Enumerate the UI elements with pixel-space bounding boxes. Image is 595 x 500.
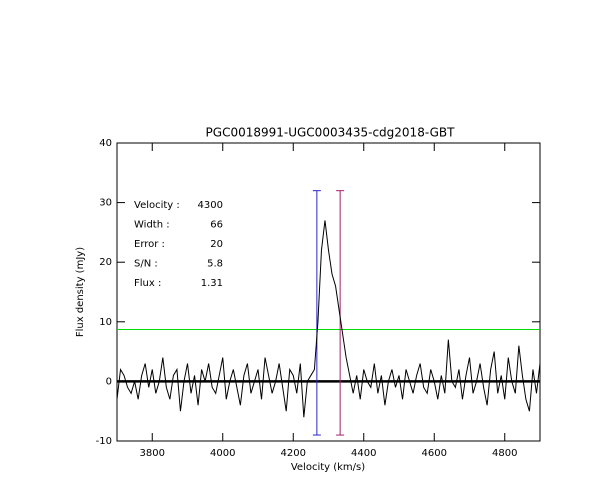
chart-title: PGC0018991-UGC0003435-cdg2018-GBT [206, 126, 456, 140]
y-tick-label: 40 [99, 138, 112, 149]
x-tick-label: 4600 [422, 448, 447, 459]
x-axis-label: Velocity (km/s) [291, 462, 365, 473]
plot-frame [116, 142, 541, 442]
x-tick-label: 3800 [140, 448, 165, 459]
y-tick-label: 30 [99, 198, 112, 209]
spectrum-line [116, 220, 541, 418]
y-axis-label: Flux density (mJy) [75, 247, 86, 337]
annotation-label: Velocity : [134, 200, 180, 211]
annotation-value: 4300 [198, 200, 223, 211]
y-tick-label: 20 [99, 257, 112, 268]
annotation-label: Error : [134, 239, 165, 250]
x-tick-label: 4000 [210, 448, 235, 459]
y-tick-label: 0 [106, 376, 112, 387]
annotation-value: 5.8 [207, 259, 223, 270]
annotation-label: Flux : [134, 278, 161, 289]
x-tick-label: 4400 [351, 448, 376, 459]
annotation-value: 66 [210, 220, 223, 231]
annotation-label: S/N : [134, 259, 158, 270]
y-tick-label: -10 [96, 436, 112, 447]
x-tick-label: 4200 [281, 448, 306, 459]
annotation-value: 1.31 [201, 278, 223, 289]
annotation-label: Width : [134, 220, 170, 231]
x-tick-label: 4800 [492, 448, 517, 459]
annotation-value: 20 [210, 239, 223, 250]
y-tick-label: 10 [99, 317, 112, 328]
